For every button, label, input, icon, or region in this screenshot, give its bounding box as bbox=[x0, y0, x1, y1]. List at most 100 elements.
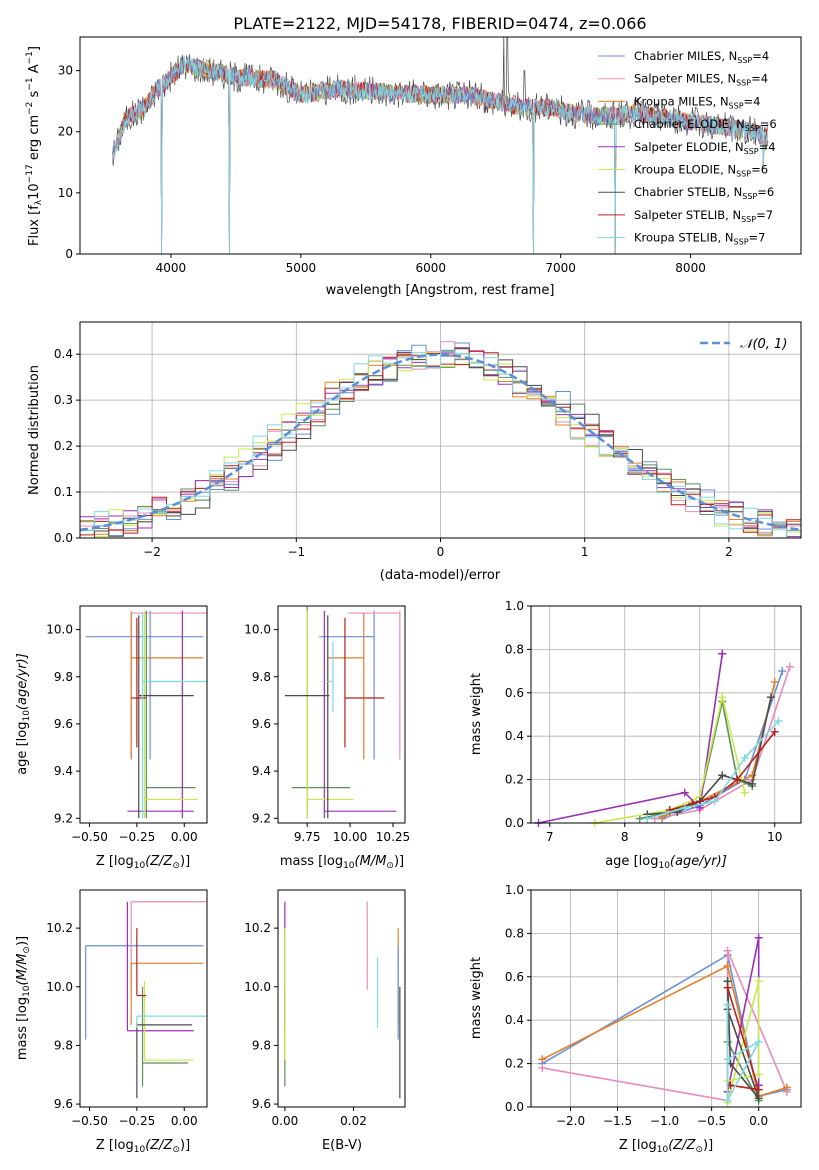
mwZ-xlabel: Z [log10(Z/Z⊙)] bbox=[619, 1138, 713, 1155]
y-tick-label: 9.6 bbox=[54, 717, 73, 731]
y-tick-label: 1.0 bbox=[505, 883, 524, 897]
y-tick-label: 1.0 bbox=[505, 599, 524, 613]
x-tick-label: 10.25 bbox=[376, 830, 410, 844]
point-marker-salpeter_stelib bbox=[723, 983, 732, 992]
x-tick-label: 1 bbox=[581, 545, 589, 559]
legend-entry-chabrier_elodie: Chabrier ELODIE, NSSP=6 bbox=[634, 117, 777, 133]
y-tick-label: 10.0 bbox=[46, 623, 73, 637]
x-tick-label: 10.00 bbox=[333, 830, 367, 844]
legend-entry-salpeter_elodie: Salpeter ELODIE, NSSP=4 bbox=[634, 140, 776, 156]
ageM-xlabel: mass [log10(M/M⊙)] bbox=[280, 854, 404, 871]
spectrum-line-chabrier_miles bbox=[112, 56, 769, 254]
x-tick-label: −0.5 bbox=[697, 1114, 726, 1128]
massweight-vs-metallicity-panel: −2.0 −1.5 −1.0 −0.5 0.0 0.0 0.2 0.4 0.6 0.8 1.0 Z … bbox=[469, 883, 802, 1155]
histogram-kroupa_stelib bbox=[80, 349, 801, 539]
x-tick-label: −0.25 bbox=[118, 830, 155, 844]
legend-entry-kroupa_miles: Kroupa MILES, NSSP=4 bbox=[634, 94, 760, 110]
point-marker-kroupa_miles bbox=[782, 1083, 791, 1092]
y-tick-label: 9.8 bbox=[252, 1038, 271, 1052]
residual-histogram-panel: −2 −1 0 1 2 0.0 0.1 0.2 0.3 0.4 (data-model)/erro… bbox=[27, 321, 802, 583]
spectrum-xlabel: wavelength [Angstrom, rest frame] bbox=[326, 283, 555, 298]
x-tick-label: −0.50 bbox=[71, 830, 108, 844]
point-marker-kroupa_stelib bbox=[723, 1096, 732, 1105]
x-tick-label: 7 bbox=[546, 830, 554, 844]
residual-ylabel: Normed distribution bbox=[27, 365, 42, 495]
series-line-chabrier_stelib bbox=[726, 981, 760, 1099]
series-line-kroupa_miles bbox=[541, 964, 788, 1098]
point-marker-kroupa_elodie bbox=[754, 1070, 763, 1079]
mwAge-ylabel: mass weight bbox=[469, 673, 484, 755]
y-tick-label: 10.0 bbox=[244, 623, 271, 637]
point-marker-kroupa_stelib bbox=[774, 717, 783, 726]
spectrum-line-salpeter_elodie bbox=[112, 56, 769, 254]
spectrum-line-kroupa_elodie bbox=[112, 56, 769, 254]
y-tick-label: 9.4 bbox=[252, 764, 271, 778]
point-marker-chabrier_stelib bbox=[754, 1094, 763, 1103]
series-line-kroupa_elodie bbox=[726, 980, 760, 1103]
point-marker-kroupa_stelib bbox=[754, 1037, 763, 1046]
series-line-salpeter_elodie bbox=[538, 653, 724, 824]
legend-entry-chabrier_stelib: Chabrier STELIB, NSSP=6 bbox=[634, 185, 774, 201]
point-marker-kroupa_elodie bbox=[740, 788, 749, 797]
y-tick-label: 0.8 bbox=[505, 642, 524, 656]
mass-vs-metallicity-panel: −0.50 −0.25 0.00 9.6 9.8 10.0 10.2 Z [log10(Z/… bbox=[15, 889, 208, 1155]
age-vs-metallicity-panel: −0.50 −0.25 0.00 9.2 9.4 9.6 9.8 10.0 Z [log10(… bbox=[15, 605, 208, 871]
point-marker-salpeter_miles bbox=[723, 946, 732, 955]
y-tick-label: 0.4 bbox=[54, 347, 73, 361]
point-marker-kroupa_stelib bbox=[723, 1001, 732, 1010]
x-tick-label: 0.00 bbox=[272, 1114, 299, 1128]
x-tick-label: −0.50 bbox=[71, 1114, 108, 1128]
series-line-chabrier_stelib bbox=[647, 696, 772, 816]
series-line-kroupa_elodie bbox=[594, 696, 746, 824]
y-tick-label: 10 bbox=[58, 186, 73, 200]
x-tick-label: 0.00 bbox=[171, 830, 198, 844]
point-marker-kroupa_stelib bbox=[740, 753, 749, 762]
spectrum-line-kroupa_stelib bbox=[112, 55, 769, 254]
legend-entry-kroupa_elodie: Kroupa ELODIE, NSSP=6 bbox=[634, 163, 768, 179]
point-marker-kroupa_stelib bbox=[723, 1055, 732, 1064]
point-marker-kroupa_stelib bbox=[643, 814, 652, 823]
y-tick-label: 9.6 bbox=[54, 1097, 73, 1111]
y-tick-label: 10.2 bbox=[46, 921, 73, 935]
x-tick-label: −2.0 bbox=[556, 1114, 585, 1128]
x-tick-label: −1.0 bbox=[650, 1114, 679, 1128]
y-tick-label: 0.3 bbox=[54, 393, 73, 407]
x-tick-label: 4000 bbox=[156, 261, 187, 275]
point-marker-salpeter_miles bbox=[785, 662, 794, 671]
point-marker-kroupa_stelib bbox=[710, 797, 719, 806]
y-tick-label: 0 bbox=[65, 247, 73, 261]
x-tick-label: 0.0 bbox=[749, 1114, 768, 1128]
point-marker-chabrier_stelib bbox=[748, 779, 757, 788]
legend-entry-chabrier_miles: Chabrier MILES, NSSP=4 bbox=[634, 49, 769, 65]
y-tick-label: 0.0 bbox=[505, 1100, 524, 1114]
normal-curve bbox=[79, 353, 802, 532]
x-tick-label: −2 bbox=[143, 545, 161, 559]
series-line-chabrier_miles bbox=[541, 953, 788, 1098]
series-line-salpeter_miles bbox=[654, 666, 791, 820]
y-tick-label: 9.8 bbox=[252, 670, 271, 684]
y-tick-label: 0.1 bbox=[54, 485, 73, 499]
x-tick-label: 8000 bbox=[675, 261, 706, 275]
point-marker-kroupa_stelib bbox=[680, 803, 689, 812]
point-marker-salpeter_elodie bbox=[754, 933, 763, 942]
point-marker-salpeter_elodie bbox=[718, 649, 727, 658]
y-tick-label: 20 bbox=[58, 125, 73, 139]
age-vs-mass-panel: 9.75 10.00 10.25 9.2 9.4 9.6 9.8 10.0 mass [log… bbox=[244, 605, 410, 871]
y-tick-label: 0.4 bbox=[505, 729, 524, 743]
point-marker-kroupa_miles bbox=[538, 1055, 547, 1064]
legend-entry-salpeter_miles: Salpeter MILES, NSSP=4 bbox=[634, 72, 768, 88]
x-tick-label: 2 bbox=[725, 545, 733, 559]
x-tick-label: 0.00 bbox=[171, 1114, 198, 1128]
massZ-xlabel: Z [log10(Z/Z⊙)] bbox=[96, 1138, 190, 1155]
y-tick-label: 10.0 bbox=[244, 980, 271, 994]
y-tick-label: 9.6 bbox=[252, 1097, 271, 1111]
y-tick-label: 9.4 bbox=[54, 764, 73, 778]
y-tick-label: 0.2 bbox=[505, 773, 524, 787]
x-tick-label: 0 bbox=[437, 545, 445, 559]
x-tick-label: 0.02 bbox=[340, 1114, 367, 1128]
spectrum-ylabel: Flux [fλ10−17 erg cm−2 s−1 A−1] bbox=[25, 46, 44, 246]
series-line-kroupa_stelib bbox=[726, 1005, 761, 1101]
y-tick-label: 0.2 bbox=[54, 439, 73, 453]
legend-entry-salpeter_stelib: Salpeter STELIB, NSSP=7 bbox=[634, 208, 773, 224]
y-tick-label: 10.0 bbox=[46, 980, 73, 994]
